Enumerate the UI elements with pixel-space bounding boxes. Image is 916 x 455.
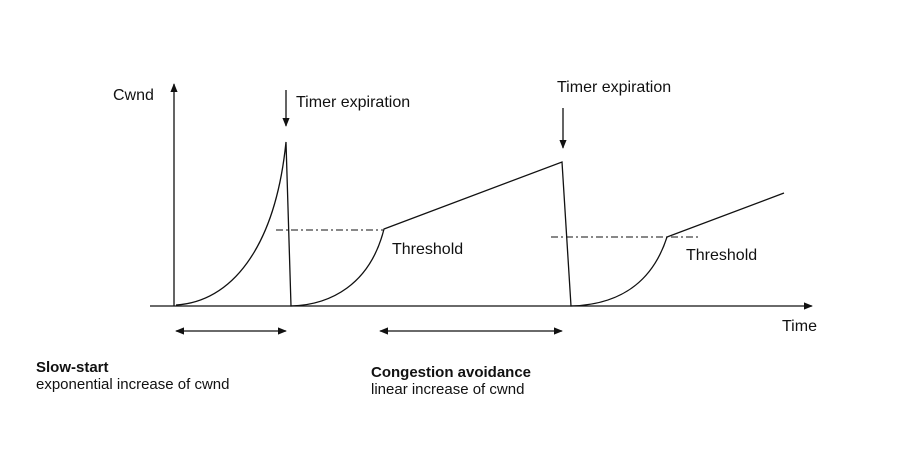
- timer-expiration-label-2: Timer expiration: [557, 79, 671, 96]
- slow-start-title: Slow-start: [36, 359, 109, 376]
- timer-expiration-label-1: Timer expiration: [296, 94, 410, 111]
- cwnd-curve: [175, 141, 785, 307]
- threshold-label-2: Threshold: [686, 247, 757, 264]
- y-axis-label: Cwnd: [113, 87, 154, 104]
- threshold-label-1: Threshold: [392, 241, 463, 258]
- congestion-avoidance-title: Congestion avoidance: [371, 364, 531, 381]
- slow-start-desc: exponential increase of cwnd: [36, 376, 229, 393]
- x-axis-label: Time: [782, 318, 817, 335]
- congestion-avoidance-desc: linear increase of cwnd: [371, 381, 524, 398]
